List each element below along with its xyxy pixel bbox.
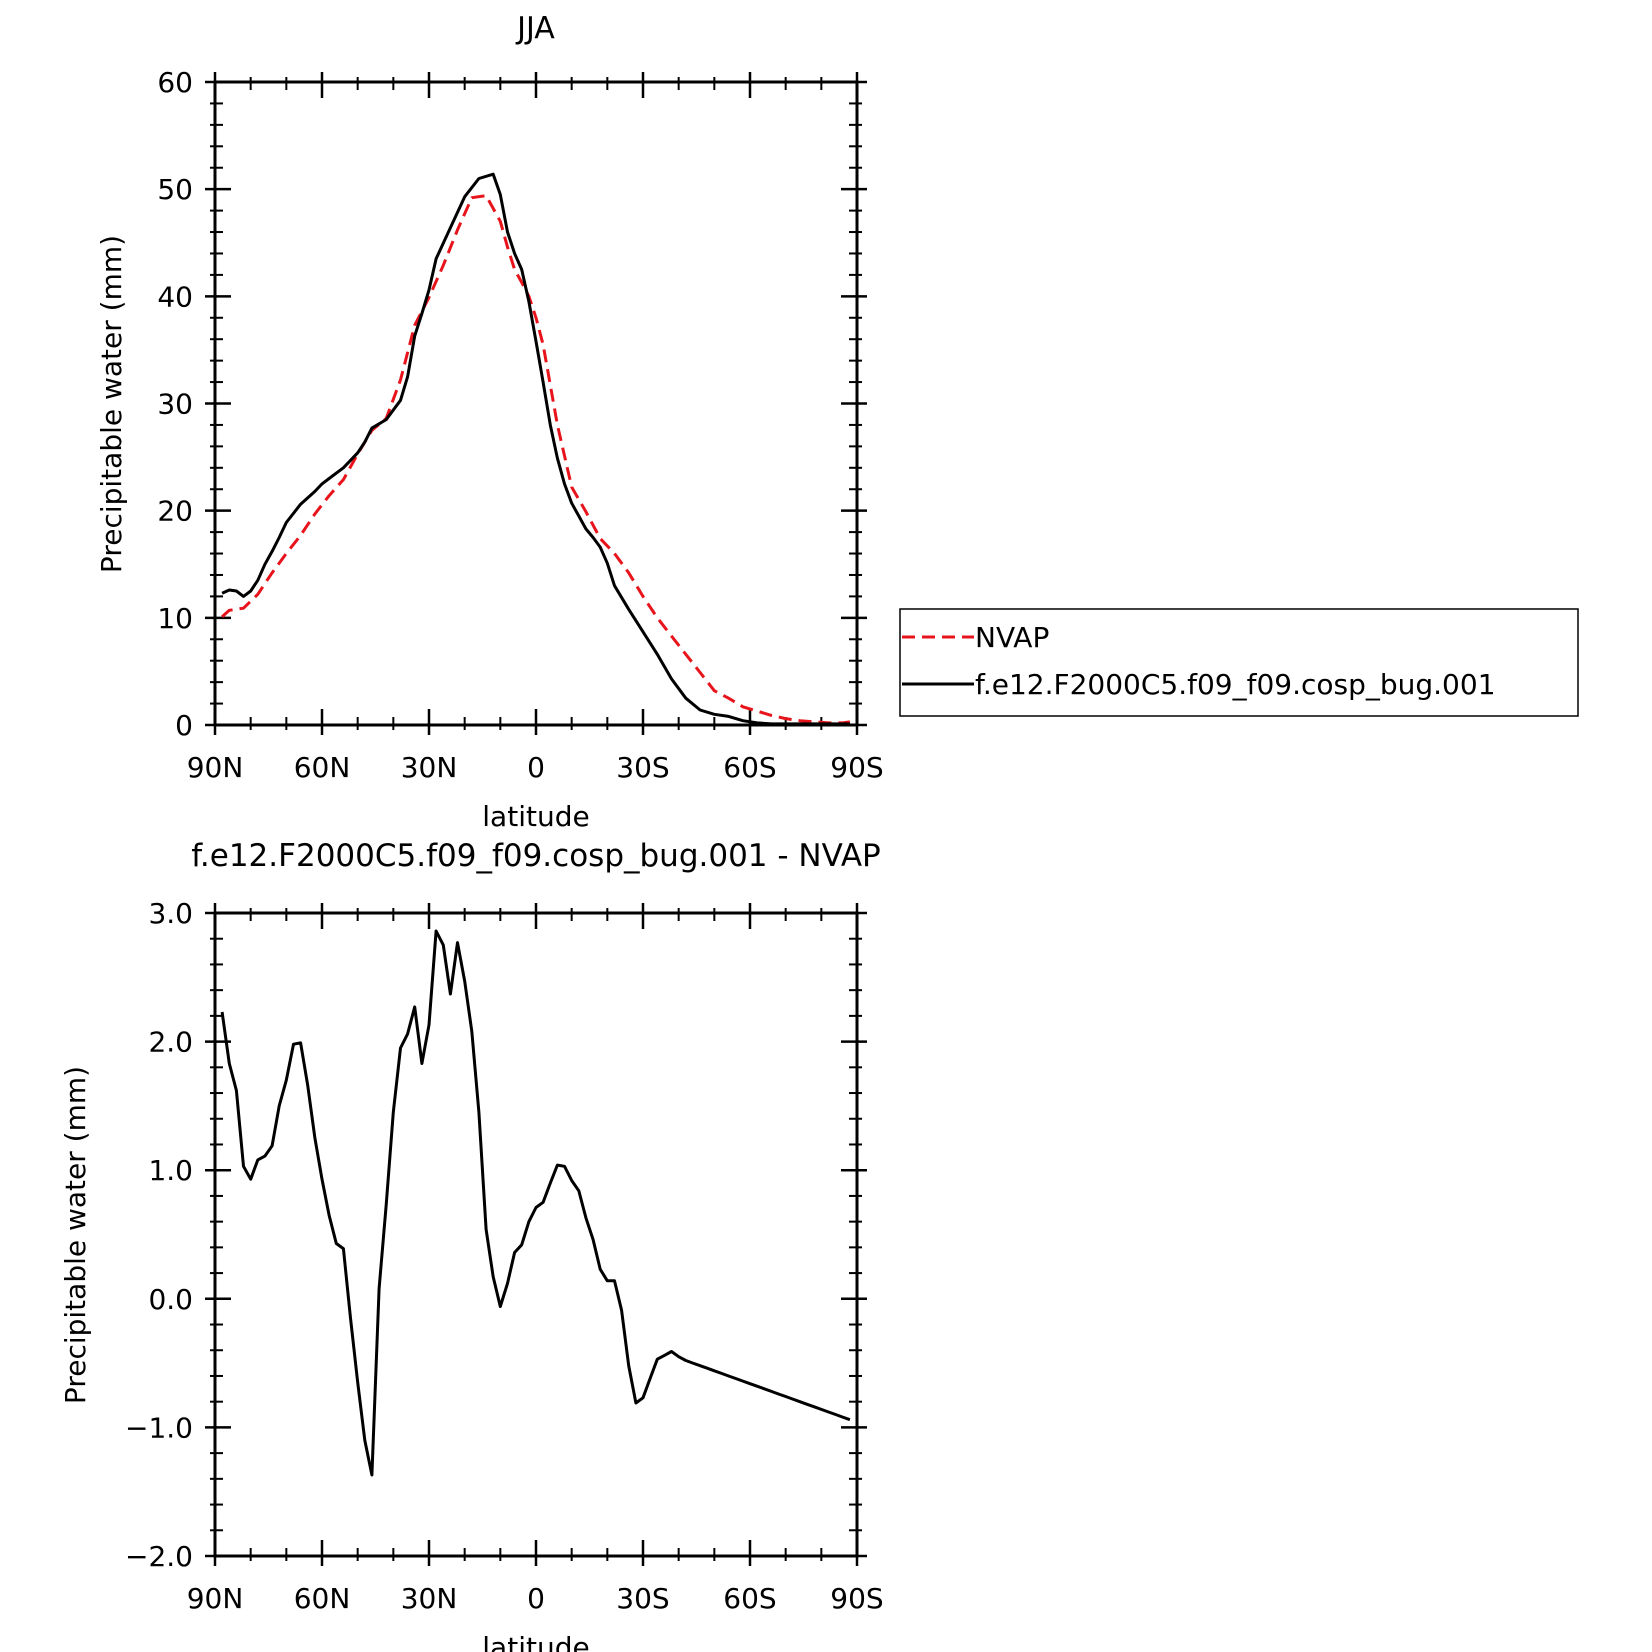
top-panel-lines [221,172,851,726]
bottom-panel-x-tick-label: 90S [830,1582,883,1615]
bottom-panel-lines [220,929,851,1477]
bottom-panel-x-axis-label: latitude [482,1631,589,1652]
top-panel-x-tick-label: 90S [830,751,883,784]
bottom-panel-title: f.e12.F2000C5.f09_f09.cosp_bug.001 - NVA… [191,838,880,874]
top-panel-frame [213,80,859,727]
top-panel-y-tick-label: 30 [157,388,193,421]
top-panel-x-tick-label: 60S [723,751,776,784]
top-panel-x-tick-label: 90N [187,751,244,784]
top-panel-x-axis-label: latitude [482,800,589,833]
legend-box [899,608,1579,717]
top-panel-x-tick-label: 60N [294,751,351,784]
bottom-panel-y-axis-label: Precipitable water (mm) [59,1066,92,1404]
legend-label-model: f.e12.F2000C5.f09_f09.cosp_bug.001 [975,668,1496,701]
bottom-panel-frame [213,911,859,1558]
top-panel-model-line [221,172,850,726]
bottom-panel-x-tick-label: 90N [187,1582,244,1615]
bottom-panel: f.e12.F2000C5.f09_f09.cosp_bug.001 - NVA… [59,838,884,1652]
bottom-panel-y-tick-label: 2.0 [148,1026,193,1059]
bottom-panel-tick-labels: 90N 60N 30N 0 30S 60S 90S −2.0 −1.0 0.0 1.0 2.0 3.0 [125,897,884,1615]
top-panel-x-tick-label: 30S [616,751,669,784]
top-panel-x-tick-label: 30N [401,751,458,784]
top-panel: JJA 90N 60N 30N 0 30S 60S 90S 0 10 20 30 40 50 60 lat… [95,11,884,833]
bottom-panel-y-tick-label: 0.0 [148,1283,193,1316]
bottom-panel-x-tick-label: 60N [294,1582,351,1615]
top-panel-title: JJA [515,11,555,46]
top-panel-y-tick-label: 60 [157,66,193,99]
top-panel-y-tick-label: 40 [157,280,193,313]
bottom-panel-x-tick-label: 30S [616,1582,669,1615]
top-panel-y-tick-label: 50 [157,173,193,206]
top-panel-y-tick-label: 20 [157,495,193,528]
legend-label-nvap: NVAP [975,621,1049,654]
bottom-panel-y-tick-label: 3.0 [148,897,193,930]
bottom-panel-ticks [205,903,867,1566]
bottom-panel-y-tick-label: −2.0 [125,1540,193,1573]
legend: NVAP f.e12.F2000C5.f09_f09.cosp_bug.001 [899,608,1579,717]
top-panel-x-tick-label: 0 [527,751,545,784]
bottom-panel-y-tick-label: −1.0 [125,1411,193,1444]
bottom-panel-x-tick-label: 30N [401,1582,458,1615]
top-panel-y-axis-label: Precipitable water (mm) [95,235,128,573]
bottom-panel-x-tick-label: 60S [723,1582,776,1615]
top-panel-y-tick-label: 0 [175,709,193,742]
top-panel-tick-labels: 90N 60N 30N 0 30S 60S 90S 0 10 20 30 40 50 60 [157,66,883,784]
bottom-panel-x-tick-label: 0 [527,1582,545,1615]
top-panel-y-tick-label: 10 [157,602,193,635]
bottom-panel-difference-line [220,929,851,1477]
bottom-panel-y-tick-label: 1.0 [148,1154,193,1187]
